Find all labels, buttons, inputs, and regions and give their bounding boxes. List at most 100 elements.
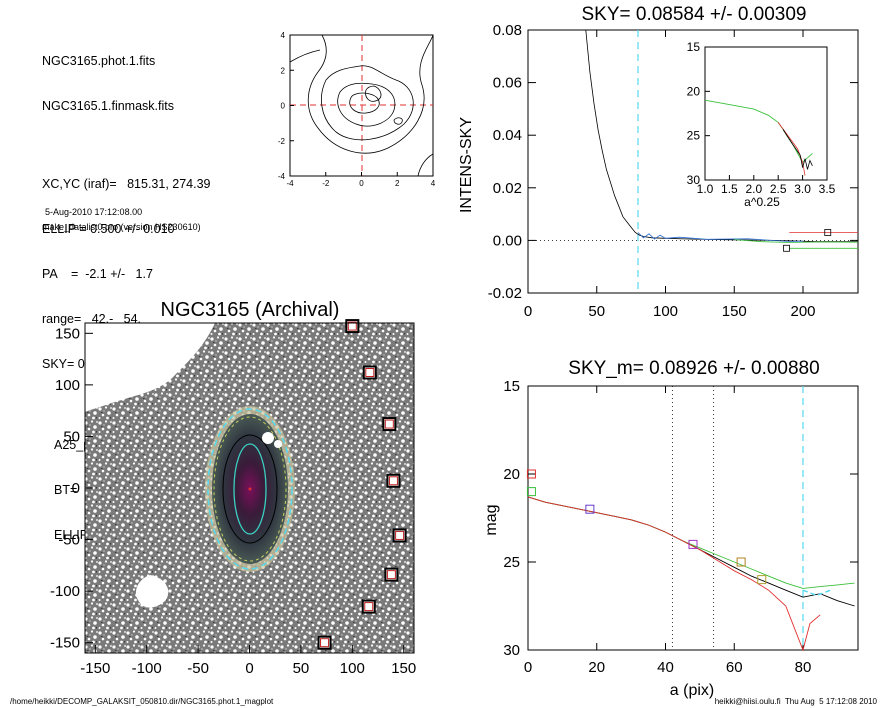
- contour-ytick-label: 4: [281, 31, 286, 40]
- contour-line: [417, 153, 434, 177]
- sky-ytick-label: 0.04: [493, 127, 522, 144]
- image-xtick-label: -150: [80, 660, 110, 677]
- contour-ytick-label: -2: [278, 137, 286, 146]
- inset-xtick-label: 2.5: [770, 182, 787, 196]
- image-ytick-label: 150: [55, 325, 80, 342]
- contour-line: [289, 49, 321, 63]
- info-line: ELLIP = 0.500 +/- 0.010: [42, 222, 175, 236]
- mag-marker: [585, 504, 595, 514]
- mag-profile-line: [527, 496, 821, 652]
- sky-ytick-label: 0.08: [493, 22, 522, 39]
- mag-ytick-label: 20: [503, 466, 520, 483]
- mag-frame: [527, 385, 859, 651]
- mag-xlabel: a (pix): [670, 682, 714, 699]
- mag-title: SKY_m= 0.08926 +/- 0.00880: [568, 358, 819, 379]
- masked-source-box: [392, 528, 407, 543]
- mag-ylabel: mag: [483, 504, 500, 535]
- mag-profile-line: [527, 496, 855, 607]
- mag-profile-line: [527, 496, 855, 589]
- info-line: PA = -2.1 +/- 1.7: [42, 267, 153, 281]
- mag-xtick-label: 40: [657, 659, 674, 676]
- contour-ytick-label: -4: [278, 172, 286, 181]
- contour-line: [337, 82, 396, 127]
- contour-ytick-label: 0: [281, 102, 286, 111]
- a25-ellipse: [222, 434, 278, 544]
- masked-source-box-inner: [386, 570, 396, 580]
- masked-source-box-inner: [384, 419, 394, 429]
- mag-xtick-label: 20: [588, 659, 605, 676]
- sky-ellipse: [207, 408, 293, 570]
- sky-ytick-label: 0.06: [493, 75, 522, 92]
- galaxy-center: [248, 487, 252, 491]
- masked-source-box: [362, 365, 377, 380]
- image-xtick-label: 0: [245, 660, 253, 677]
- masked-region: [135, 575, 169, 608]
- mag-xtick-label: 60: [726, 659, 743, 676]
- sky-xtick-label: 200: [790, 303, 815, 320]
- image-ytick-label: 50: [63, 428, 80, 445]
- sky-ytick-label: -0.02: [488, 285, 522, 302]
- image-xtick-label: -50: [187, 660, 209, 677]
- masked-source-box-inner: [320, 638, 330, 648]
- masked-source-box: [384, 567, 399, 582]
- mag-xtick-label: 0: [524, 659, 532, 676]
- sky-ytick-label: 0.02: [493, 180, 522, 197]
- contour-ytick-label: 2: [281, 66, 286, 75]
- info-line: XC,YC (iraf)= 815.31, 274.39: [42, 177, 211, 191]
- mag-marker: [757, 575, 767, 585]
- image-title: NGC3165 (Archival): [161, 299, 340, 321]
- mag-ytick-label: 25: [503, 554, 520, 571]
- image-xtick-label: 50: [293, 660, 310, 677]
- image-xtick-label: 100: [340, 660, 365, 677]
- contour-line: [393, 117, 403, 125]
- image-ytick-label: -150: [50, 635, 80, 652]
- mag-ytick-label: 30: [503, 642, 520, 659]
- sky-level-marker: [824, 229, 832, 236]
- masked-star: [274, 440, 282, 448]
- sky-profile-blue: [637, 232, 804, 242]
- contour-line: [365, 85, 382, 102]
- mag-marker: [736, 557, 746, 567]
- sky-xtick-label: 150: [722, 303, 747, 320]
- contour-xtick-label: -2: [322, 179, 330, 188]
- masked-source-box: [361, 599, 376, 614]
- inset-xtick-label: 1.5: [721, 182, 738, 196]
- sky-level-marker: [783, 244, 790, 252]
- inset-xtick-label: 1.0: [697, 182, 714, 196]
- contour-plot: 4 2 0 -2 -4 -4 -2 0 2 4: [278, 31, 436, 188]
- inset-ytick-label: 30: [687, 173, 701, 187]
- masked-source-box: [317, 635, 332, 650]
- info-line: NGC3165.1.finmask.fits: [42, 99, 174, 113]
- contour-line: [307, 34, 434, 154]
- sky-ylabel: INTENS-SKY: [458, 117, 475, 213]
- sky-plot: SKY= 0.08584 +/- 0.00309 INTENS-SKY 0 50 1…: [458, 4, 859, 320]
- masked-source-box-inner: [395, 530, 405, 540]
- inset-xtick-label: 3.0: [794, 182, 811, 196]
- masked-region: [85, 323, 215, 412]
- program-version: make_datalist0.pro (version HS230610): [42, 222, 201, 232]
- contour-xtick-label: 4: [431, 179, 436, 188]
- inset-ytick-label: 20: [687, 84, 701, 98]
- fit-ellipse: [233, 443, 267, 535]
- sky-inset-plot: 1.0 1.5 2.0 2.5 3.0 3.5 15 20 25 30 a^0.25: [687, 40, 836, 209]
- masked-source-box: [382, 417, 397, 432]
- sky-frame: [527, 29, 859, 294]
- masked-source-box-inner: [347, 321, 357, 331]
- inset-ytick-label: 15: [687, 40, 701, 54]
- isophote-ellipse: [213, 416, 287, 562]
- masked-star: [262, 432, 274, 444]
- contour-line: [349, 92, 380, 114]
- footer-user-date: heikki@hiisi.oulu.fi Thu Aug 5 17:12:08 …: [714, 697, 877, 706]
- masked-source-box: [386, 473, 401, 488]
- image-ytick-label: -50: [58, 532, 80, 549]
- mag-marker: [526, 469, 536, 479]
- masked-source-box-inner: [364, 602, 374, 612]
- sky-title: SKY= 0.08584 +/- 0.00309: [581, 4, 806, 25]
- footer-path: /home/heikki/DECOMP_GALAKSIT_050810.dir/…: [10, 697, 274, 706]
- contour-xtick-label: 0: [359, 179, 364, 188]
- mag-marker: [526, 487, 536, 497]
- mag-sky-segment: [802, 589, 831, 597]
- run-date: 5-Aug-2010 17:12:08.00: [45, 207, 143, 217]
- image-ytick-label: 0: [72, 480, 80, 497]
- image-xtick-label: -100: [132, 660, 162, 677]
